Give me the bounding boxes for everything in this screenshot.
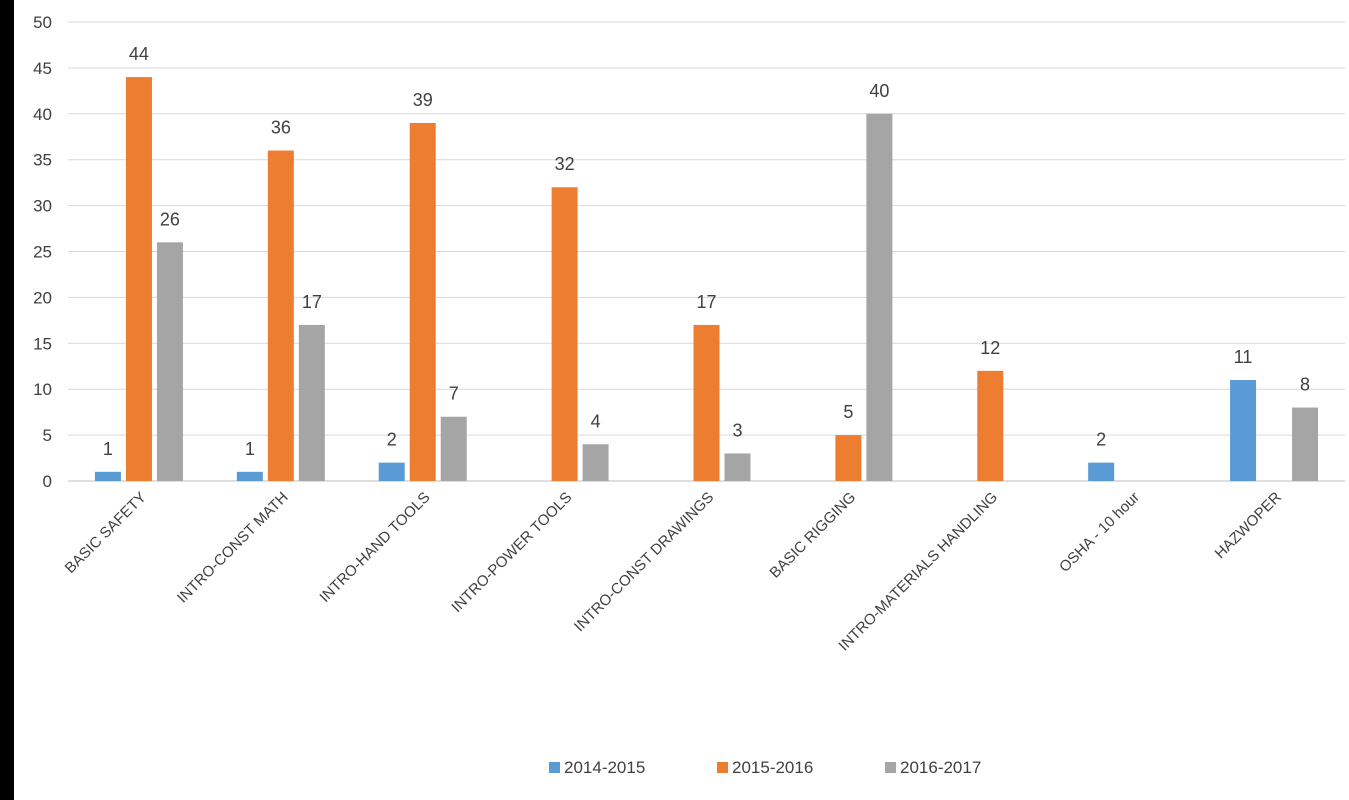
legend-swatch — [885, 762, 896, 773]
bar — [724, 453, 751, 481]
bar — [1292, 407, 1319, 481]
data-label: 44 — [129, 44, 149, 64]
data-label: 36 — [271, 118, 291, 138]
y-tick-label: 20 — [33, 288, 52, 307]
bar — [236, 471, 263, 481]
category-label: INTRO-HAND TOOLS — [316, 489, 433, 606]
data-label: 32 — [555, 154, 575, 174]
bar — [409, 122, 436, 481]
data-labels: 1 44 26 1 36 17 2 39 7 32 4 17 3 5 40 12 2 11 8 — [103, 44, 1310, 459]
category-label: INTRO-CONST MATH — [174, 489, 292, 607]
data-label: 17 — [696, 292, 716, 312]
data-label: 39 — [413, 90, 433, 110]
y-tick-label: 15 — [33, 334, 52, 353]
category-label: INTRO-POWER TOOLS — [448, 489, 575, 616]
category-label: HAZWOPER — [1212, 489, 1285, 562]
bar — [693, 324, 720, 481]
bar — [977, 370, 1004, 481]
bar — [1230, 380, 1257, 481]
y-tick-label: 10 — [33, 380, 52, 399]
y-tick-label: 0 — [43, 472, 52, 491]
data-label: 7 — [449, 384, 459, 404]
data-label: 2 — [1096, 430, 1106, 450]
data-label: 12 — [980, 338, 1000, 358]
bar — [866, 113, 893, 482]
data-label: 5 — [843, 402, 853, 422]
y-tick-label: 40 — [33, 105, 52, 124]
bar — [298, 324, 325, 481]
y-axis-ticks: 0 5 10 15 20 25 30 35 40 45 50 — [33, 13, 52, 491]
data-label: 3 — [732, 420, 742, 440]
y-tick-label: 25 — [33, 243, 52, 262]
data-label: 4 — [591, 411, 601, 431]
left-frame-border — [0, 0, 14, 800]
y-tick-label: 45 — [33, 59, 52, 78]
bar — [94, 471, 121, 481]
data-label: 1 — [245, 439, 255, 459]
category-labels: BASIC SAFETY INTRO-CONST MATH INTRO-HAND T… — [62, 489, 1285, 655]
legend-label: 2016-2017 — [900, 758, 981, 777]
legend-label: 2014-2015 — [564, 758, 645, 777]
y-tick-label: 50 — [33, 13, 52, 32]
y-tick-label: 5 — [43, 426, 52, 445]
bar — [125, 77, 152, 481]
legend-label: 2015-2016 — [732, 758, 813, 777]
data-label: 26 — [160, 209, 180, 229]
bar — [267, 150, 294, 481]
bar — [156, 242, 183, 481]
category-label: BASIC RIGGING — [766, 489, 859, 582]
bar — [582, 444, 609, 481]
data-label: 17 — [302, 292, 322, 312]
category-label: INTRO-MATERIALS HANDLING — [835, 489, 1001, 655]
y-tick-label: 30 — [33, 197, 52, 216]
data-label: 11 — [1234, 347, 1253, 367]
data-label: 8 — [1300, 375, 1310, 395]
data-label: 40 — [869, 81, 889, 101]
category-label: OSHA - 10 hour — [1056, 489, 1143, 576]
bars — [94, 77, 1319, 482]
bar — [1088, 462, 1115, 481]
legend: 2014-2015 2015-2016 2016-2017 — [549, 758, 981, 777]
bar — [440, 416, 467, 481]
legend-swatch — [549, 762, 560, 773]
bar — [835, 435, 862, 481]
category-label: INTRO-CONST DRAWINGS — [571, 489, 717, 635]
bar — [378, 462, 405, 481]
legend-swatch — [717, 762, 728, 773]
data-label: 2 — [387, 430, 397, 450]
category-label: BASIC SAFETY — [62, 489, 150, 577]
y-tick-label: 35 — [33, 151, 52, 170]
data-label: 1 — [103, 439, 113, 459]
bar — [551, 187, 578, 482]
